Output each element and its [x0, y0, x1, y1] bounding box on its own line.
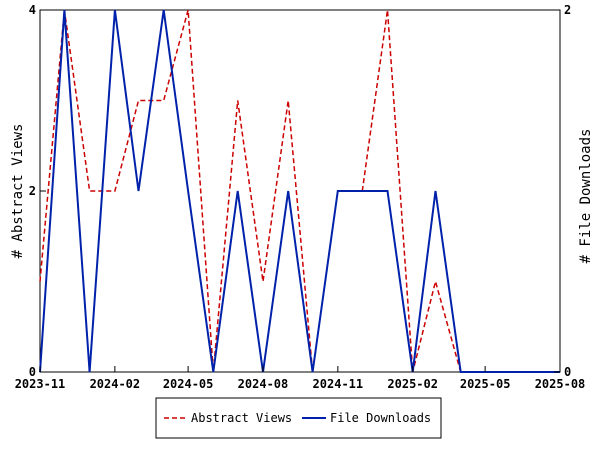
y2-tick-label: 2 — [564, 3, 571, 17]
legend-label-abstract-views: Abstract Views — [191, 411, 292, 425]
y-axis-label: # Abstract Views — [10, 124, 26, 259]
series-layer — [39, 9, 560, 373]
y-axis-left: 0 2 4 — [29, 3, 46, 379]
x-tick-label: 2024-02 — [90, 377, 141, 391]
legend: Abstract Views File Downloads — [155, 397, 442, 439]
y-axis-right: 02 — [554, 3, 571, 379]
x-axis: 2023-11 2024-02 2024-05 2024-08 2024-11 2025-… — [15, 366, 586, 391]
y2-axis-label: # File Downloads — [578, 129, 594, 264]
x-tick-label: 2023-11 — [15, 377, 66, 391]
x-tick-label: 2025-02 — [387, 377, 438, 391]
y-tick-label: 4 — [29, 3, 36, 17]
series-line-abstract-views-part-1 — [39, 9, 314, 373]
plot-frame — [39, 9, 561, 373]
legend-box — [155, 397, 442, 439]
y2-tick-label: 0 — [564, 365, 571, 379]
y-tick-label: 0 — [29, 365, 36, 379]
series-line-file-downloads — [39, 9, 560, 373]
y-tick-label: 2 — [29, 184, 36, 198]
x-tick-label: 2025-05 — [460, 377, 511, 391]
x-tick-label: 2024-05 — [163, 377, 214, 391]
x-tick-label: 2024-08 — [238, 377, 289, 391]
legend-label-file-downloads: File Downloads — [330, 411, 431, 425]
series-line-abstract-views-part-2 — [361, 9, 560, 373]
x-tick-label: 2024-11 — [313, 377, 364, 391]
x-tick-label: 2025-08 — [535, 377, 586, 391]
